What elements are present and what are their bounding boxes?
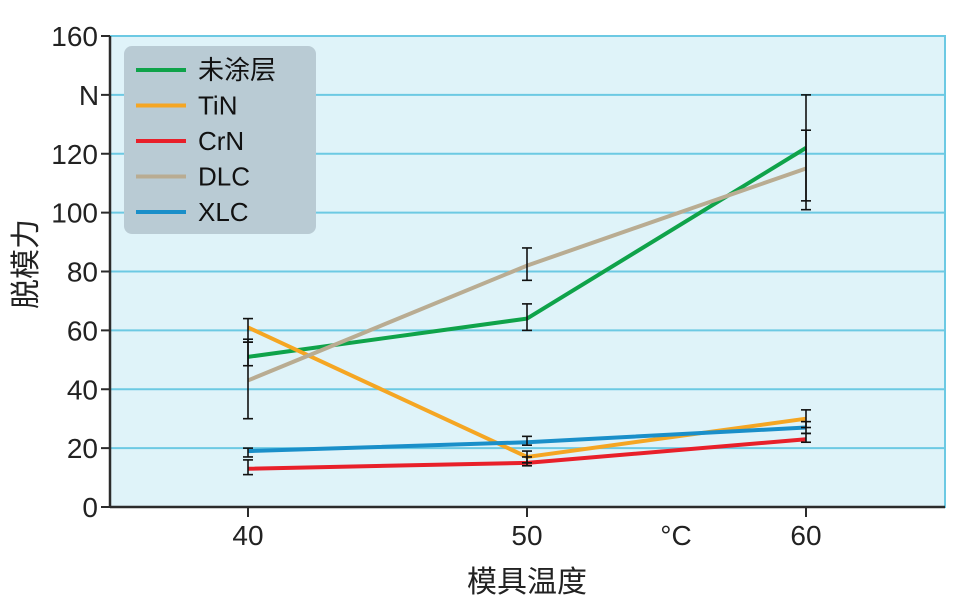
legend-label: XLC xyxy=(198,197,249,227)
error-bar xyxy=(522,435,532,446)
error-bar xyxy=(522,303,532,332)
error-bar xyxy=(522,456,532,467)
error-bar xyxy=(243,447,253,458)
legend-item[interactable]: CrN xyxy=(136,126,244,156)
y-tick-label: 20 xyxy=(67,433,98,464)
y-tick-label: 0 xyxy=(82,492,98,523)
legend-label: CrN xyxy=(198,126,244,156)
y-tick-label: 160 xyxy=(51,21,98,52)
x-tick-label: 40 xyxy=(232,520,263,551)
x-tick-label: 60 xyxy=(790,520,821,551)
y-tick-label: 60 xyxy=(67,315,98,346)
legend-box xyxy=(124,46,316,234)
legend-item[interactable]: TiN xyxy=(136,91,237,121)
y-tick-label: 100 xyxy=(51,198,98,229)
legend-item[interactable]: XLC xyxy=(136,197,249,227)
legend-item[interactable]: 未涂层 xyxy=(136,55,276,85)
legend-label: 未涂层 xyxy=(198,55,276,85)
legend[interactable]: 未涂层 TiN CrN DLC XLC xyxy=(124,46,316,234)
error-bar xyxy=(243,341,253,420)
legend-label: DLC xyxy=(198,162,250,192)
x-axis-unit: °C xyxy=(660,520,691,551)
error-bar xyxy=(801,420,811,435)
y-tick-label: 40 xyxy=(67,374,98,405)
error-bar xyxy=(801,129,811,211)
y-tick-label: 120 xyxy=(51,139,98,170)
error-bar xyxy=(522,247,532,282)
y-axis-ticks: 0 20 40 60 80 100 120 160 xyxy=(51,21,110,523)
error-bars xyxy=(243,94,811,476)
x-tick-label: 50 xyxy=(511,520,542,551)
axes xyxy=(108,36,945,509)
y-tick-label: 80 xyxy=(67,257,98,288)
x-axis-label: 模具温度 xyxy=(467,565,587,600)
x-axis-ticks: 40 50 60 xyxy=(232,507,822,551)
error-bar xyxy=(243,459,253,476)
legend-label: TiN xyxy=(198,91,237,121)
legend-item[interactable]: DLC xyxy=(136,162,250,192)
y-axis-unit: N xyxy=(79,80,99,111)
y-axis-label: 脱模力 xyxy=(9,219,44,309)
